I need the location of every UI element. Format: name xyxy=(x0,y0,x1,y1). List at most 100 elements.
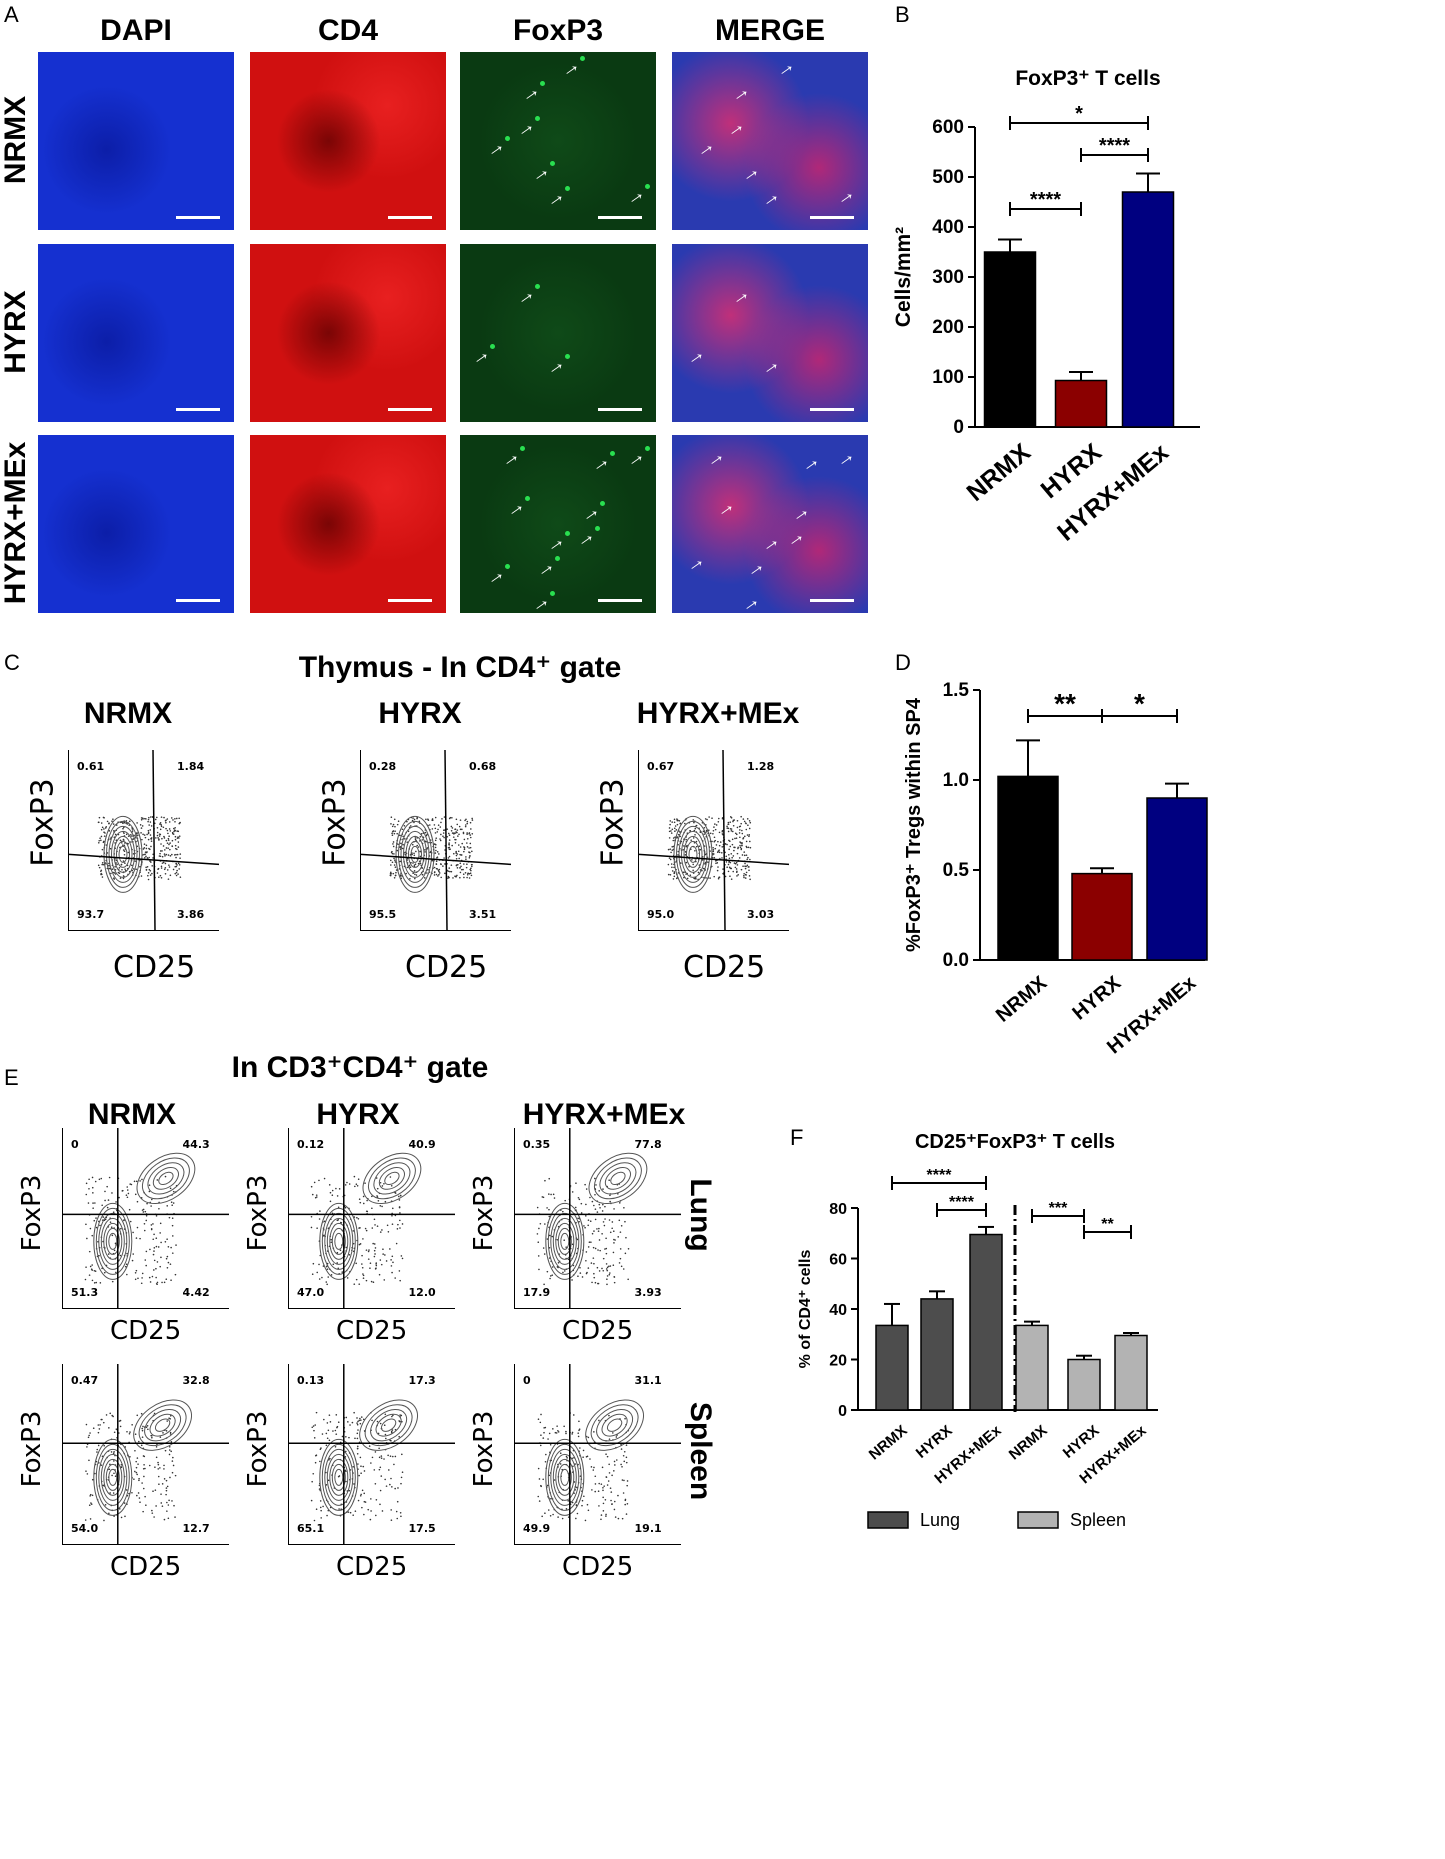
quadrant-value: 0.13 xyxy=(297,1374,325,1387)
panel-label-f: F xyxy=(790,1125,804,1150)
bar xyxy=(1121,191,1175,428)
chart-d: 0.0 0.5 1.0 1.5 %FoxP3⁺ Tregs within SP4 NRMX… xyxy=(903,680,1208,1058)
micrograph-dapi xyxy=(38,52,234,230)
contour xyxy=(604,1166,631,1190)
panel-label-b: B xyxy=(895,2,910,27)
scale-bar xyxy=(598,408,642,411)
contour xyxy=(147,1162,185,1195)
chart-f-legend: Lung Spleen xyxy=(867,1510,1126,1530)
y-tick-label: 400 xyxy=(932,217,964,238)
foxp3-dot xyxy=(535,284,540,289)
bar xyxy=(1114,1334,1148,1411)
significance-label: **** xyxy=(1099,135,1130,157)
contour xyxy=(686,840,700,868)
contour xyxy=(545,1202,585,1280)
contour xyxy=(331,1463,346,1491)
contour xyxy=(398,820,432,888)
plot-title: HYRX+MEx xyxy=(636,697,800,730)
contour xyxy=(108,825,138,883)
micrograph-foxp3 xyxy=(460,244,656,422)
quadrant-value: 0.67 xyxy=(647,760,675,773)
y-axis-label: FoxP3 xyxy=(595,778,631,867)
contour xyxy=(370,1409,408,1442)
foxp3-dot xyxy=(535,116,540,121)
contour xyxy=(395,815,435,893)
contour xyxy=(550,1212,580,1270)
micrograph-merge xyxy=(672,52,868,230)
y-axis-label: Cells/mm² xyxy=(892,227,915,327)
flow-plot: 0.13 17.3 65.1 17.5 xyxy=(288,1364,455,1545)
y-axis-label: %FoxP3⁺ Tregs within SP4 xyxy=(903,697,925,952)
row-label: NRMX xyxy=(0,95,32,185)
chart-title: FoxP3⁺ T cells xyxy=(1015,67,1160,90)
contour xyxy=(545,1438,585,1516)
contour xyxy=(108,1232,118,1250)
significance-label: **** xyxy=(949,1194,975,1211)
bar xyxy=(1015,1324,1049,1411)
quadrant-value: 95.0 xyxy=(647,908,675,921)
scale-bar xyxy=(176,408,220,411)
contour xyxy=(400,825,430,883)
y-axis-label: FoxP3 xyxy=(25,778,61,867)
contour xyxy=(384,1171,400,1186)
x-tick-label: NRMX xyxy=(1006,1422,1051,1463)
contour xyxy=(103,815,143,893)
gate-line xyxy=(69,853,219,866)
legend-label: Spleen xyxy=(1070,1510,1126,1530)
quadrant-value: 3.03 xyxy=(747,908,775,921)
flow-plot: 0.67 1.28 95.0 3.03 xyxy=(638,750,789,931)
contour xyxy=(138,1404,187,1447)
contour xyxy=(405,835,425,873)
column-title: HYRX xyxy=(316,1098,400,1131)
chart-f: 0 20 40 60 80 % of CD4⁺ cells CD25⁺FoxP3⁺ T ce… xyxy=(797,1131,1158,1487)
contour xyxy=(550,1448,580,1506)
contour xyxy=(408,840,422,868)
significance-label: * xyxy=(1075,103,1083,125)
contour xyxy=(590,1404,639,1447)
x-tick-label: HYRX xyxy=(1068,972,1125,1025)
contour xyxy=(588,1152,648,1205)
y-tick-label: 500 xyxy=(932,167,964,188)
row-label: Lung xyxy=(684,1178,717,1252)
y-axis-label: FoxP3 xyxy=(17,1174,47,1252)
significance-label: ** xyxy=(1054,688,1076,719)
contour xyxy=(100,1217,125,1265)
scale-bar xyxy=(388,408,432,411)
panel-label-a: A xyxy=(4,2,19,27)
micrograph-merge xyxy=(672,435,868,613)
significance-label: *** xyxy=(1049,1200,1068,1217)
y-tick-label: 0.5 xyxy=(943,860,970,881)
contour xyxy=(152,1166,179,1190)
column-title: CD4 xyxy=(317,14,378,47)
foxp3-dot xyxy=(580,56,585,61)
y-tick-label: 60 xyxy=(829,1252,847,1269)
contour xyxy=(596,1409,634,1442)
x-axis-label: CD25 xyxy=(113,950,196,985)
quadrant-value: 47.0 xyxy=(297,1286,325,1299)
panel-label-c: C xyxy=(4,650,20,675)
contour xyxy=(93,1202,133,1280)
contour xyxy=(367,1157,416,1200)
scale-bar xyxy=(388,216,432,219)
scale-bar xyxy=(176,599,220,602)
contour xyxy=(319,1202,359,1280)
contour xyxy=(98,1212,128,1270)
chart-b: 0 100 200 300 400 500 600 Cells/mm² FoxP3⁺ T cel… xyxy=(892,67,1200,547)
contour xyxy=(585,1399,644,1451)
gate-line xyxy=(722,750,726,930)
foxp3-dot xyxy=(565,354,570,359)
quadrant-value: 40.9 xyxy=(408,1138,436,1151)
bar xyxy=(1146,797,1208,961)
legend-swatch xyxy=(867,1511,909,1529)
panel-e-title: In CD3⁺CD4⁺ gate xyxy=(231,1051,489,1084)
x-axis-label: CD25 xyxy=(562,1552,634,1582)
quadrant-value: 17.5 xyxy=(408,1522,436,1535)
y-tick-label: 1.0 xyxy=(943,770,969,791)
significance-label: * xyxy=(1134,688,1145,719)
micrograph-cd4 xyxy=(250,244,446,422)
significance-label: **** xyxy=(927,1167,953,1184)
foxp3-dot xyxy=(490,344,495,349)
scale-bar xyxy=(810,599,854,602)
y-axis-label: FoxP3 xyxy=(243,1174,273,1252)
micrograph-merge xyxy=(672,244,868,422)
